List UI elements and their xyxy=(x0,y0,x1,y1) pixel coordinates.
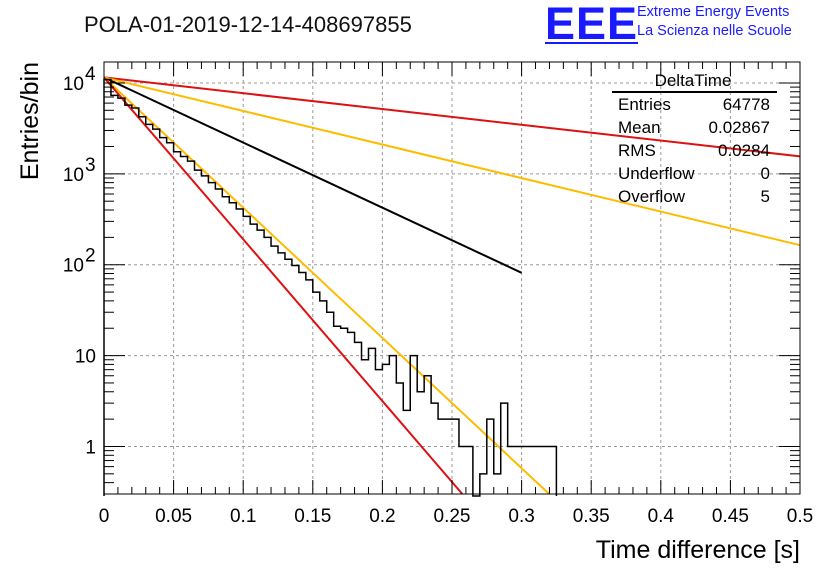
stats-title: DeltaTime xyxy=(655,71,732,90)
histogram-outline xyxy=(103,78,558,497)
eee-logo: EEE xyxy=(545,0,639,49)
stats-label: Entries xyxy=(618,95,671,114)
y-tick-label: 1 xyxy=(85,437,96,458)
x-tick-label: 0.15 xyxy=(294,506,331,527)
stats-value: 5 xyxy=(761,187,770,206)
chart-title: POLA-01-2019-12-14-408697855 xyxy=(84,12,412,37)
stats-label: Overflow xyxy=(618,187,686,206)
x-tick-label: 0 xyxy=(99,506,110,527)
y-tick-label: 10 xyxy=(75,347,96,368)
stats-label: RMS xyxy=(618,141,656,160)
fit-line xyxy=(103,76,801,247)
logo-caption: Extreme Energy Events La Scienza nelle S… xyxy=(637,3,792,41)
x-tick-label: 0.5 xyxy=(787,506,813,527)
axis-ticks xyxy=(103,62,801,495)
x-axis-title: Time difference [s] xyxy=(596,536,800,564)
fit-line xyxy=(103,76,801,158)
stats-label: Mean xyxy=(618,118,661,137)
stats-rows: Entries 64778 Mean 0.02867 RMS 0.0284 Underflo… xyxy=(618,95,770,206)
y-tick-exponent: 4 xyxy=(85,64,96,85)
x-tick-label: 0.1 xyxy=(230,506,256,527)
stats-box: DeltaTime Entries 64778 Mean 0.02867 RMS 0.02… xyxy=(612,71,777,206)
x-tick-label: 0.4 xyxy=(648,506,675,527)
fit-line xyxy=(103,76,464,495)
x-tick-label: 0.45 xyxy=(712,506,749,527)
fit-line xyxy=(103,76,523,274)
x-tick-label: 0.35 xyxy=(573,506,610,527)
fit-curves xyxy=(103,76,801,495)
stats-value: 0.02867 xyxy=(709,118,770,137)
fit-line xyxy=(103,76,550,495)
stats-value: 64778 xyxy=(723,95,770,114)
stats-label: Underflow xyxy=(618,164,695,183)
x-tick-label: 0.25 xyxy=(434,506,471,527)
x-tick-label: 0.3 xyxy=(508,506,534,527)
x-tick-label: 0.2 xyxy=(369,506,395,527)
y-axis-title: Entries/bin xyxy=(16,62,44,180)
x-tick-labels: 0 0.05 0.1 0.15 0.2 0.25 0.3 0.35 0.4 0.45 0.5 xyxy=(99,506,814,527)
grid-lines xyxy=(104,62,800,494)
logo-caption-line-2: La Scienza nelle Scuole xyxy=(637,23,792,39)
y-tick-label: 10 xyxy=(63,165,84,186)
x-tick-label: 0.05 xyxy=(155,506,192,527)
y-tick-exponent: 3 xyxy=(85,155,96,176)
logo-caption-line-1: Extreme Energy Events xyxy=(637,4,790,20)
y-tick-label: 10 xyxy=(63,256,84,277)
stats-value: 0.0284 xyxy=(718,141,770,160)
y-tick-exponent: 2 xyxy=(85,246,96,267)
y-tick-label: 10 xyxy=(63,74,84,95)
stats-value: 0 xyxy=(761,164,770,183)
